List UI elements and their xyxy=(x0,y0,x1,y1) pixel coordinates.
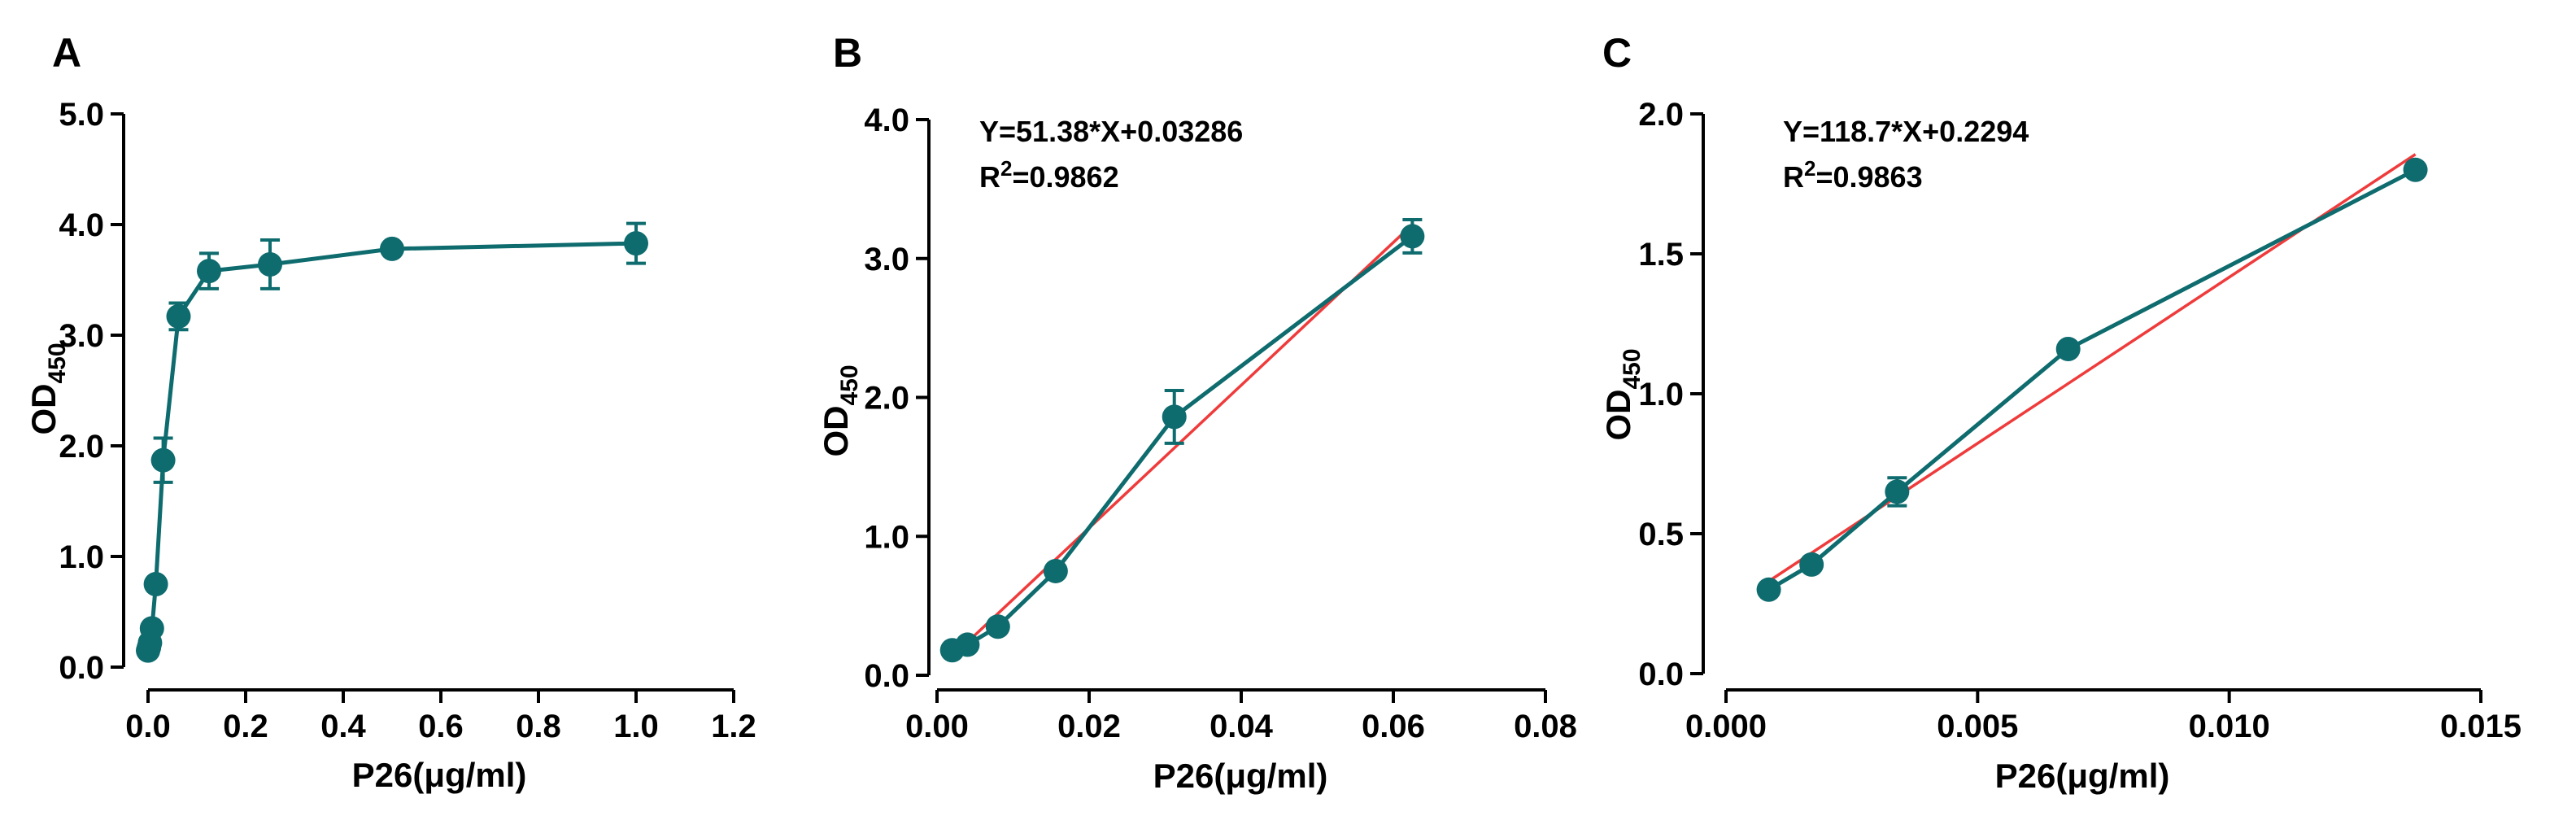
panel-a-y-tick-label: 2.0 xyxy=(59,429,104,465)
panel-a-data-point xyxy=(624,231,648,256)
panel-a-y-axis-title: OD450 xyxy=(24,343,71,434)
panel-b-r-squared-value: =0.9862 xyxy=(1012,160,1118,194)
panel-a-y-tick-label: 3.0 xyxy=(59,318,104,354)
panel-a-x-tick-label: 0.8 xyxy=(516,709,561,744)
panel-c-r-squared-sup: 2 xyxy=(1804,156,1815,181)
panel-c-data-point xyxy=(1799,552,1824,577)
panel-a-y-axis-sub: 450 xyxy=(44,343,71,383)
panel-c-y-axis-main: OD xyxy=(1599,390,1637,441)
panel-c-y-tick-label: 0.5 xyxy=(1638,517,1684,552)
panel-c-r-squared-value: =0.9863 xyxy=(1815,160,1922,194)
panel-b-data-point xyxy=(955,632,980,657)
panel-b-data-point xyxy=(1043,558,1068,583)
panel-b-r-squared-sup: 2 xyxy=(1000,156,1012,181)
panel-a-x-tick-label: 0.4 xyxy=(320,709,366,744)
panel-a-data-point xyxy=(258,251,282,277)
panel-b-plot: 0.0 1.0 2.0 3.0 4.0 0.00 0.02 0.04 0.06 0.08 xyxy=(864,103,1577,744)
panel-c-x-tick-label: 0.000 xyxy=(1685,709,1767,744)
panel-c-data-point xyxy=(1756,577,1781,602)
panel-b-y-axis-main: OD xyxy=(817,406,855,457)
panel-b-x-tick-label: 0.04 xyxy=(1210,709,1274,744)
panel-b-x-tick-label: 0.08 xyxy=(1514,709,1577,744)
panel-a-y-tick-label: 0.0 xyxy=(59,650,104,686)
panel-b-x-tick-label: 0.02 xyxy=(1057,709,1121,744)
panel-a-data-point xyxy=(139,616,164,641)
panel-a-data-point xyxy=(150,447,176,473)
panel-c-series-line xyxy=(1767,168,2417,591)
panel-c-x-tick-label: 0.005 xyxy=(1937,709,2018,744)
panel-b-x-tick-label: 0.06 xyxy=(1362,709,1425,744)
panel-c-data-point xyxy=(2055,336,2081,361)
panel-a-data-point xyxy=(143,572,168,596)
panel-c-x-tick-label: 0.015 xyxy=(2440,709,2522,744)
panel-b-data-point xyxy=(1162,404,1187,430)
panel-b-letter: B xyxy=(833,30,862,76)
panel-c-plot: 0.0 0.5 1.0 1.5 2.0 0.000 0.005 0.010 0.015 xyxy=(1638,97,2522,744)
panel-b-data-point xyxy=(1400,224,1425,249)
panel-b: B 0.0 1.0 2.0 3.0 4.0 0.00 0.02 0.04 0.06 0.08 P2… xyxy=(817,30,1577,795)
panel-c-y-axis-title: OD450 xyxy=(1599,348,1645,440)
panel-c-y-tick-label: 0.0 xyxy=(1638,657,1684,692)
panel-c-y-axis-sub: 450 xyxy=(1619,348,1645,389)
panel-b-data-point xyxy=(985,614,1010,639)
panel-c-x-tick-label: 0.010 xyxy=(2189,709,2270,744)
panel-a-x-tick-label: 1.2 xyxy=(711,709,756,744)
panel-b-r-squared: R2=0.9862 xyxy=(979,156,1119,194)
panel-a-x-tick-label: 0.2 xyxy=(223,709,268,744)
panel-a-x-axis-title: P26(μg/ml) xyxy=(352,756,527,794)
panel-b-y-tick-label: 3.0 xyxy=(864,242,909,277)
panel-a-x-tick-label: 0.6 xyxy=(418,709,464,744)
panel-b-x-axis-title: P26(μg/ml) xyxy=(1153,757,1328,795)
panel-c-y-tick-label: 2.0 xyxy=(1638,97,1684,133)
panel-b-y-axis-title: OD450 xyxy=(817,364,863,456)
panel-a-y-tick-label: 4.0 xyxy=(59,207,104,243)
panel-a-x-tick-label: 1.0 xyxy=(613,709,659,744)
panel-a-data-point xyxy=(197,259,221,284)
panel-c-x-axis-title: P26(μg/ml) xyxy=(1995,757,2170,795)
panel-c-letter: C xyxy=(1602,30,1632,76)
panel-b-y-tick-label: 0.0 xyxy=(864,658,909,694)
panel-a-data-point xyxy=(380,236,404,261)
panel-c-data-point xyxy=(1885,479,1910,504)
panel-c-equation: Y=118.7*X+0.2294 xyxy=(1783,115,2029,148)
panel-a-plot: 0.0 1.0 2.0 3.0 4.0 5.0 0.0 0.2 0.4 0.6 0.8 1.0 1.2 xyxy=(59,97,756,744)
panel-c-r-squared-prefix: R xyxy=(1783,160,1804,194)
panel-c-data-point xyxy=(2403,157,2428,182)
panel-b-y-tick-label: 4.0 xyxy=(864,103,909,138)
panel-a-x-tick-label: 0.0 xyxy=(125,709,171,744)
panel-b-y-tick-label: 1.0 xyxy=(864,519,909,555)
panel-a-y-tick-label: 1.0 xyxy=(59,539,104,575)
panel-c-r-squared: R2=0.9863 xyxy=(1783,156,1923,194)
panel-a-data-point xyxy=(166,303,191,329)
panel-a-letter: A xyxy=(52,30,81,76)
panel-b-x-tick-label: 0.00 xyxy=(905,709,969,744)
panel-b-y-tick-label: 2.0 xyxy=(864,381,909,417)
panel-b-y-axis-sub: 450 xyxy=(836,364,863,405)
panel-b-r-squared-prefix: R xyxy=(979,160,1000,194)
panel-b-equation: Y=51.38*X+0.03286 xyxy=(979,115,1243,148)
panel-a-y-axis-main: OD xyxy=(24,384,63,435)
panel-a-series-line xyxy=(146,241,637,652)
panel-c-y-tick-label: 1.5 xyxy=(1638,237,1684,273)
panel-a-y-tick-label: 5.0 xyxy=(59,97,104,133)
panel-c-y-tick-label: 1.0 xyxy=(1638,377,1684,412)
panel-c: C 0.0 0.5 1.0 1.5 2.0 0.000 0.005 0.010 0.015 P2… xyxy=(1599,30,2522,795)
panel-a: A 0.0 1.0 2.0 3.0 4.0 5.0 0.0 0.2 0.4 0.6 0.8 1.0 1.… xyxy=(24,30,756,794)
